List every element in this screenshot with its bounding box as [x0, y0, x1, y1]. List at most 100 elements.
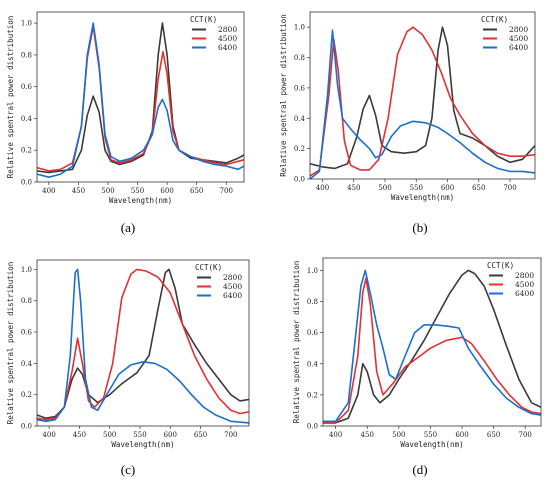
legend-entry: 4500 — [223, 282, 242, 291]
legend-title: CCT(K) — [190, 15, 217, 24]
x-tick-label: 400 — [316, 184, 329, 192]
legend-title: CCT(K) — [487, 261, 514, 270]
panel-caption: (d) — [412, 462, 427, 477]
x-tick-label: 700 — [224, 431, 237, 439]
legend-entry: 6400 — [515, 289, 534, 298]
y-axis-label: Relative spentral power distribution — [6, 16, 15, 179]
series-line-4500 — [37, 268, 249, 421]
y-tick-label: 0.2 — [294, 145, 305, 153]
y-tick-label: 0.8 — [307, 298, 318, 306]
y-tick-label: 0.8 — [21, 297, 32, 305]
y-tick-label: 0.2 — [307, 391, 318, 399]
y-tick-label: 0.4 — [294, 115, 306, 123]
x-tick-label: 650 — [472, 184, 485, 192]
plot-frame — [36, 259, 250, 427]
x-tick-label: 550 — [133, 431, 146, 439]
y-tick-label: 0.6 — [21, 329, 33, 337]
x-axis-label: Wavelength(nm) — [391, 193, 454, 202]
series-line-6400 — [310, 29, 535, 179]
legend-title: CCT(K) — [195, 263, 222, 272]
plot-frame — [322, 257, 542, 427]
legend-title: CCT(K) — [481, 15, 508, 24]
y-tick-label: 0.0 — [307, 423, 318, 431]
x-tick-label: 700 — [503, 184, 516, 192]
y-tick-label: 1.0 — [294, 24, 305, 32]
x-tick-label: 400 — [42, 431, 55, 439]
plot-frame — [309, 11, 536, 180]
y-tick-label: 0.4 — [307, 360, 319, 368]
x-tick-label: 550 — [424, 431, 437, 439]
legend-entry: 2800 — [509, 25, 528, 34]
legend-entry: 6400 — [218, 43, 237, 52]
panel-caption: (c) — [121, 462, 135, 477]
legend-entry: 4500 — [515, 280, 534, 289]
y-tick-label: 1.0 — [21, 20, 32, 28]
x-axis-label: Wavelength(nm) — [400, 440, 463, 449]
chart-panel: 400 450 500 550 600 650 700 0.0 0.2 0.4 0.6 0.8 1.0 W… — [279, 11, 536, 235]
y-tick-label: 0.2 — [21, 147, 32, 155]
series-line-2800 — [37, 268, 249, 419]
y-tick-label: 1.0 — [307, 267, 318, 275]
x-tick-label: 500 — [392, 431, 405, 439]
series-line-2800 — [37, 22, 244, 174]
series-line-2800 — [310, 26, 535, 170]
y-tick-label: 0.4 — [21, 115, 33, 123]
panel-caption: (a) — [121, 220, 135, 235]
y-tick-label: 0.8 — [294, 54, 305, 62]
series-line-6400 — [37, 268, 249, 424]
y-tick-label: 0.8 — [21, 51, 32, 59]
y-tick-label: 0.6 — [307, 329, 319, 337]
x-tick-label: 600 — [160, 187, 173, 195]
x-tick-label: 500 — [103, 431, 116, 439]
x-tick-label: 450 — [347, 184, 360, 192]
y-tick-label: 0.0 — [21, 179, 32, 187]
y-tick-label: 0.6 — [294, 84, 306, 92]
legend-entry: 2800 — [515, 271, 534, 280]
series-line-2800 — [323, 269, 541, 424]
x-tick-label: 650 — [194, 431, 207, 439]
x-tick-label: 450 — [72, 187, 85, 195]
y-tick-label: 0.0 — [294, 176, 305, 184]
legend-entry: 4500 — [218, 34, 237, 43]
x-tick-label: 650 — [190, 187, 203, 195]
legend-entry: 2800 — [218, 25, 237, 34]
x-tick-label: 700 — [519, 431, 532, 439]
y-tick-label: 0.4 — [21, 360, 33, 368]
x-tick-label: 500 — [101, 187, 114, 195]
y-axis-label: Relative spentral power distribution — [6, 262, 15, 425]
legend-entry: 6400 — [509, 43, 528, 52]
x-axis-label: Wavelength(nm) — [111, 440, 174, 449]
x-tick-label: 400 — [329, 431, 342, 439]
x-tick-label: 650 — [487, 431, 500, 439]
x-tick-label: 450 — [361, 431, 374, 439]
x-tick-label: 600 — [441, 184, 454, 192]
x-tick-label: 400 — [42, 187, 55, 195]
y-axis-label: Relative spentral power distribution — [292, 261, 301, 424]
x-axis-label: Wavelength(nm) — [109, 196, 172, 205]
y-tick-label: 0.6 — [21, 83, 33, 91]
x-tick-label: 550 — [131, 187, 144, 195]
y-axis-label: Relative spentral power distribution — [279, 14, 288, 177]
x-tick-label: 600 — [455, 431, 468, 439]
legend-entry: 4500 — [509, 34, 528, 43]
series-line-4500 — [37, 25, 244, 172]
series-line-6400 — [37, 22, 244, 178]
x-tick-label: 600 — [164, 431, 177, 439]
x-tick-label: 450 — [73, 431, 86, 439]
y-tick-label: 0.0 — [21, 423, 32, 431]
chart-panel: 400 450 500 550 600 650 700 0.0 0.2 0.4 0.6 0.8 1.0 W… — [6, 259, 250, 477]
series-line-6400 — [323, 269, 541, 423]
y-tick-label: 1.0 — [21, 266, 32, 274]
series-line-4500 — [310, 26, 535, 177]
series-line-4500 — [323, 277, 541, 424]
panel-caption: (b) — [412, 220, 427, 235]
legend-entry: 6400 — [223, 291, 242, 300]
y-tick-label: 0.2 — [21, 391, 32, 399]
x-tick-label: 550 — [410, 184, 423, 192]
plot-frame — [36, 11, 245, 183]
x-tick-label: 700 — [220, 187, 233, 195]
chart-panel: 400 450 500 550 600 650 700 0.0 0.2 0.4 0.6 0.8 1.0 W… — [292, 257, 542, 477]
chart-panel: 400 450 500 550 600 650 700 0.0 0.2 0.4 0.6 0.8 1.0 W… — [6, 11, 245, 235]
x-tick-label: 500 — [378, 184, 391, 192]
